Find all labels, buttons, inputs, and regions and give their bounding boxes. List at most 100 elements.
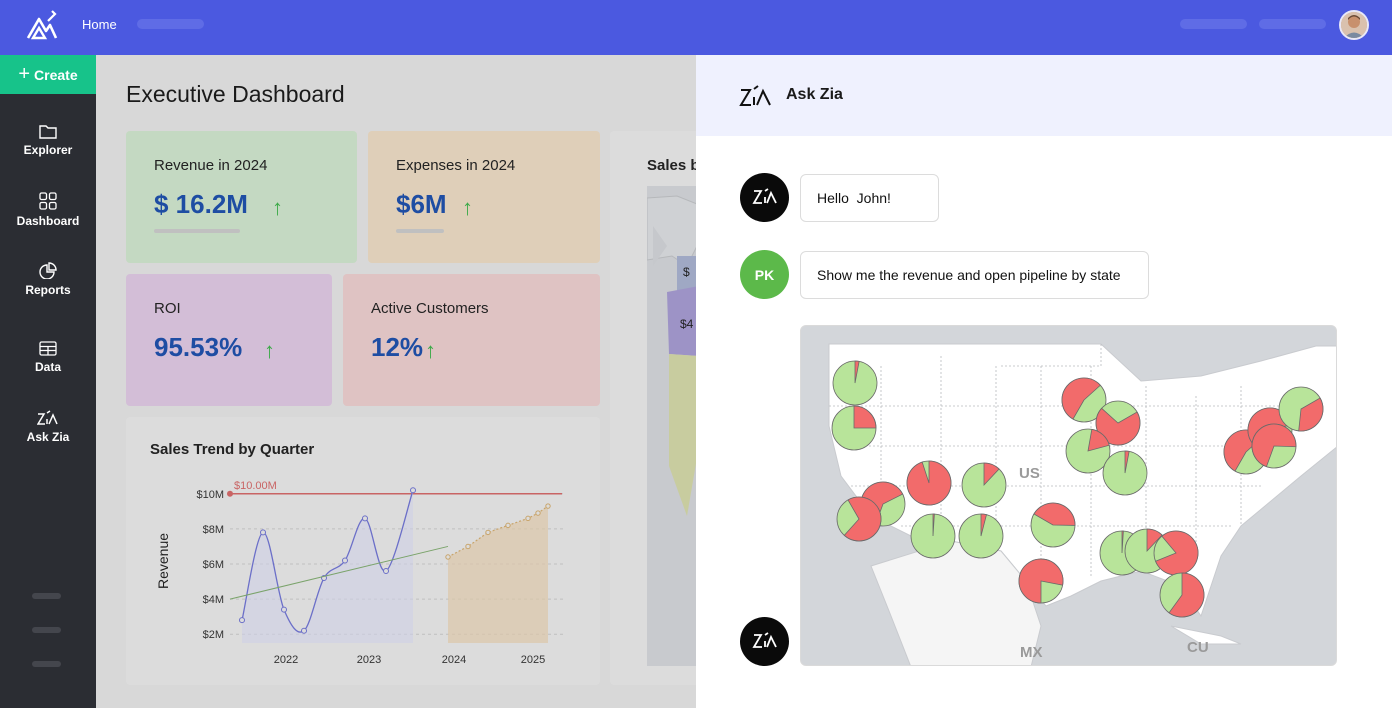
folder-icon — [39, 125, 57, 139]
user-initials-avatar: PK — [740, 250, 789, 299]
forecast-point — [535, 510, 541, 516]
data-point — [239, 617, 245, 624]
forecast-point — [445, 554, 451, 560]
pie-pipeline-slice[interactable] — [854, 360, 860, 384]
sidebar-item-label: Explorer — [23, 143, 73, 157]
pie-pipeline-slice[interactable] — [983, 462, 1000, 487]
revenue-pipeline-map[interactable]: US MX CU — [800, 325, 1337, 666]
create-button[interactable]: + Create — [0, 55, 96, 94]
chat-message-text: Show me the revenue and open pipeline by… — [817, 267, 1121, 283]
map-card-title: Sales b — [647, 157, 700, 174]
data-point — [281, 606, 287, 613]
kpi-value: $6M — [396, 189, 447, 219]
y-tick-label: $4M — [203, 594, 224, 606]
data-point — [410, 487, 416, 494]
sales-trend-card[interactable]: Sales Trend by Quarter Revenue $2M $4M $6M… — [126, 417, 600, 685]
app-logo-icon[interactable] — [25, 9, 59, 43]
data-point — [342, 557, 348, 564]
pie-chart-icon — [39, 262, 57, 279]
kpi-label: Revenue in 2024 — [154, 157, 268, 174]
arrow-up-icon: ↑ — [264, 338, 275, 363]
pie-pipeline-slice[interactable] — [853, 405, 877, 429]
kpi-label: Expenses in 2024 — [396, 157, 516, 174]
arrow-up-icon: ↑ — [425, 338, 436, 363]
sidebar-item-reports[interactable]: Reports — [0, 262, 96, 297]
pie-pipeline-slice[interactable] — [1095, 407, 1141, 446]
series-area-actual — [242, 490, 413, 643]
pie-pipeline-slice[interactable] — [980, 513, 987, 537]
forecast-point — [525, 515, 531, 522]
kpi-sparkline-placeholder — [396, 229, 444, 233]
y-tick-label: $10M — [196, 489, 224, 501]
trend-line — [229, 545, 449, 600]
us-pie-map: US MX CU — [828, 343, 1336, 665]
kpi-value: $ 16.2M — [154, 189, 248, 219]
pie-pipeline-slice[interactable] — [1121, 530, 1124, 554]
y-tick-label: $8M — [203, 524, 224, 536]
kpi-sparkline-placeholder — [154, 229, 240, 233]
data-point — [260, 529, 266, 536]
kpi-label: Active Customers — [371, 300, 489, 317]
pie-pipeline-slice[interactable] — [1298, 397, 1324, 432]
pie-pipeline-slice[interactable] — [1061, 377, 1101, 420]
kpi-card-revenue[interactable]: Revenue in 2024 $ 16.2M ↑ — [126, 131, 357, 263]
kpi-card-roi[interactable]: ROI 95.53% ↑ — [126, 274, 332, 406]
pie-pipeline-slice[interactable] — [906, 460, 952, 506]
pie-pipeline-slice[interactable] — [1018, 558, 1064, 604]
user-initials: PK — [754, 266, 775, 283]
pie-pipeline-slice[interactable] — [1087, 428, 1110, 452]
home-link[interactable]: Home — [82, 17, 117, 32]
chat-message-text: Hello John! — [817, 190, 891, 206]
target-label: $10.00M — [234, 480, 277, 492]
arrow-up-icon: ↑ — [272, 195, 283, 220]
table-icon — [39, 341, 57, 356]
sidebar-item-dashboard[interactable]: Dashboard — [0, 192, 96, 228]
sidebar-placeholder — [32, 627, 61, 633]
forecast-point — [485, 529, 491, 536]
sidebar-item-explorer[interactable]: Explorer — [0, 124, 96, 157]
pie-pipeline-slice[interactable] — [1168, 572, 1205, 618]
map-label-us: US — [1019, 465, 1040, 482]
pie-pipeline-slice[interactable] — [1155, 530, 1199, 576]
pie-pipeline-slice[interactable] — [1146, 528, 1163, 553]
pie-pipeline-slice[interactable] — [1124, 450, 1130, 474]
pie-pipeline-slice[interactable] — [1033, 502, 1076, 526]
pie-pipeline-slice[interactable] — [843, 496, 882, 542]
x-tick-label: 2024 — [442, 654, 466, 666]
sidebar: + Create Explorer Dashboard Reports Data — [0, 55, 96, 708]
ask-zia-header: Ask Zia — [696, 55, 1392, 136]
top-bar: Home — [0, 0, 1392, 55]
kpi-label: ROI — [154, 300, 181, 317]
sidebar-item-label: Reports — [25, 283, 71, 297]
breadcrumb-placeholder — [137, 19, 204, 29]
zia-icon — [752, 632, 777, 648]
kpi-card-expenses[interactable]: Expenses in 2024 $6M ↑ — [368, 131, 600, 263]
map-label: $ — [683, 265, 690, 279]
zia-icon — [37, 410, 58, 425]
pie-pipeline-slice[interactable] — [932, 513, 935, 537]
zia-bot-avatar — [740, 617, 789, 666]
sidebar-item-ask-zia[interactable]: Ask Zia — [0, 410, 96, 444]
kpi-card-active-customers[interactable]: Active Customers 12% ↑ — [343, 274, 600, 406]
kpi-value: 95.53% — [154, 332, 243, 362]
sidebar-placeholder — [32, 593, 61, 599]
forecast-area — [448, 506, 548, 643]
topbar-placeholder-1 — [1180, 19, 1247, 29]
user-avatar[interactable] — [1339, 10, 1369, 40]
grid-icon — [39, 192, 57, 210]
ask-zia-title: Ask Zia — [786, 86, 843, 103]
dashboard-area: Executive Dashboard Revenue in 2024 $ 16… — [96, 55, 733, 708]
target-marker — [227, 490, 233, 497]
sidebar-item-label: Data — [34, 360, 61, 374]
create-label: Create — [34, 66, 78, 83]
forecast-point — [465, 543, 471, 550]
data-point — [362, 515, 368, 522]
plus-icon: + — [18, 62, 31, 85]
pie-pipeline-slice[interactable] — [1251, 423, 1297, 468]
topbar-placeholder-2 — [1259, 19, 1326, 29]
zia-bot-avatar — [740, 173, 789, 222]
data-point — [301, 627, 307, 634]
x-tick-label: 2022 — [274, 654, 298, 666]
zia-icon — [752, 188, 777, 204]
sidebar-item-data[interactable]: Data — [0, 341, 96, 374]
